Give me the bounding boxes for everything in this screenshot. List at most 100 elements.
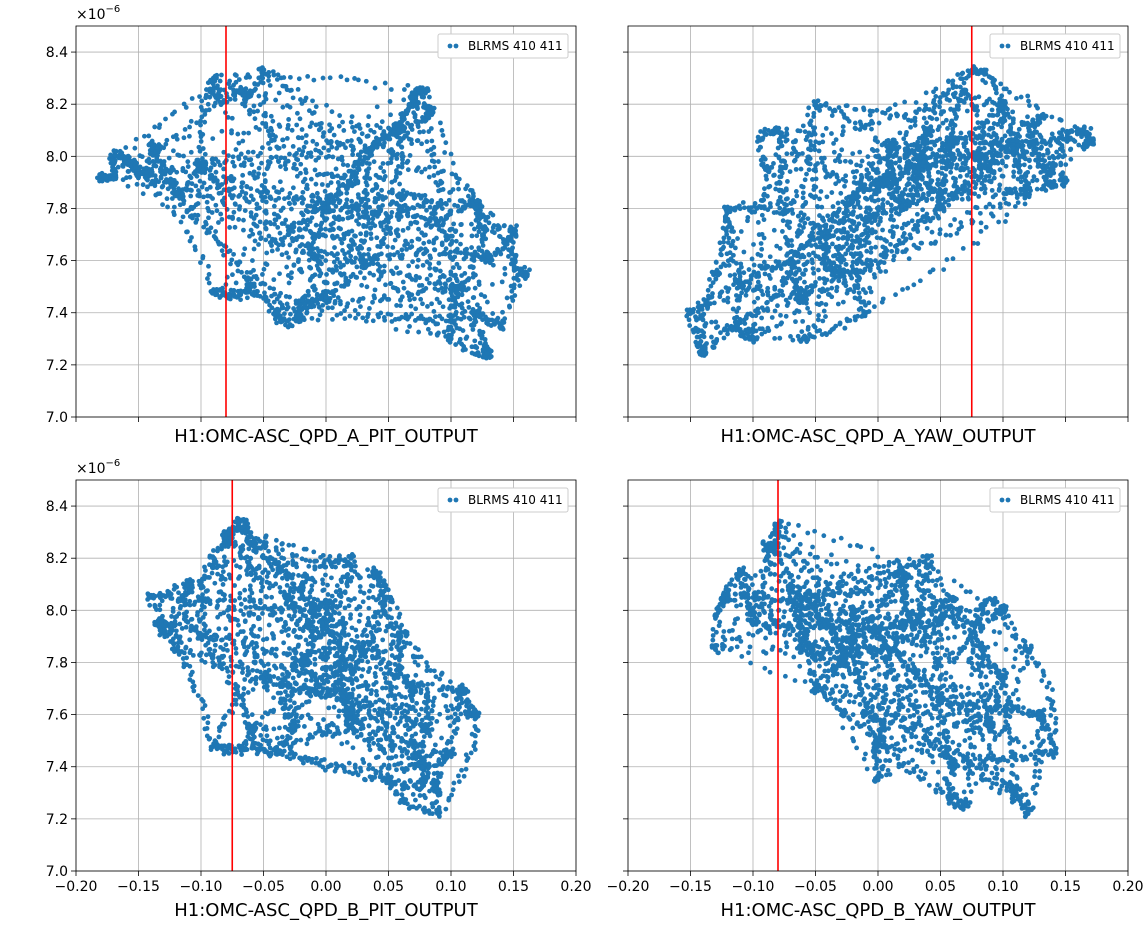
scatter-point bbox=[362, 208, 368, 214]
scatter-point bbox=[443, 334, 449, 339]
scatter-point bbox=[388, 225, 393, 231]
scatter-point bbox=[352, 76, 357, 81]
scatter-point bbox=[802, 279, 807, 285]
scatter-point bbox=[426, 129, 432, 134]
scatter-point bbox=[840, 124, 846, 130]
scatter-point bbox=[197, 178, 203, 184]
scatter-point bbox=[859, 158, 865, 164]
scatter-point bbox=[976, 193, 982, 199]
scatter-point bbox=[275, 224, 281, 230]
scatter-point bbox=[313, 122, 319, 128]
scatter-point bbox=[246, 287, 252, 293]
scatter-point bbox=[245, 283, 250, 289]
scatter-point bbox=[373, 199, 379, 205]
scatter-point bbox=[433, 216, 439, 221]
scatter-point bbox=[424, 198, 430, 204]
scatter-point bbox=[381, 269, 387, 274]
scatter-point bbox=[1012, 204, 1018, 209]
scatter-point bbox=[422, 250, 428, 256]
scatter-point bbox=[327, 75, 333, 81]
scatter-point bbox=[866, 300, 872, 306]
scatter-point bbox=[937, 100, 943, 105]
scatter-point bbox=[174, 169, 180, 175]
y-tick-label: 7.4 bbox=[46, 306, 68, 322]
scatter-point bbox=[440, 251, 446, 257]
scatter-point bbox=[431, 309, 437, 314]
scatter-point bbox=[301, 144, 307, 150]
scatter-point bbox=[215, 83, 220, 89]
scatter-point bbox=[186, 133, 192, 139]
scatter-point bbox=[449, 293, 455, 299]
scatter-point bbox=[367, 262, 372, 267]
scatter-point bbox=[368, 231, 374, 237]
scatter-point bbox=[875, 139, 880, 145]
scatter-point bbox=[955, 72, 961, 77]
scatter-point bbox=[767, 254, 773, 260]
scatter-point bbox=[875, 180, 881, 186]
scatter-point bbox=[726, 235, 732, 241]
scatter-point bbox=[433, 314, 438, 320]
scatter-point bbox=[830, 212, 836, 218]
scatter-point bbox=[416, 88, 422, 94]
scatter-point bbox=[355, 165, 360, 171]
scatter-point bbox=[509, 288, 515, 294]
scatter-point bbox=[374, 104, 380, 110]
scatter-point bbox=[193, 219, 199, 225]
scatter-point bbox=[246, 157, 252, 163]
scatter-point bbox=[730, 258, 736, 264]
scatter-point bbox=[310, 98, 315, 104]
scatter-point bbox=[244, 270, 250, 275]
scatter-point bbox=[360, 315, 366, 321]
scatter-point bbox=[354, 275, 360, 280]
scatter-point bbox=[297, 243, 303, 249]
scatter-point bbox=[706, 293, 711, 299]
scatter-point bbox=[208, 289, 214, 294]
scatter-point bbox=[374, 123, 380, 128]
scatter-point bbox=[244, 277, 249, 282]
scatter-point bbox=[825, 213, 831, 219]
scatter-point bbox=[262, 194, 268, 200]
scatter-point bbox=[187, 214, 193, 219]
scatter-point bbox=[365, 123, 371, 128]
scatter-point bbox=[324, 216, 330, 222]
scatter-point bbox=[441, 274, 447, 279]
scatter-point bbox=[395, 233, 401, 239]
scatter-point bbox=[368, 127, 374, 133]
scatter-point bbox=[343, 277, 349, 282]
scatter-point bbox=[213, 292, 218, 298]
scatter-point bbox=[233, 202, 238, 207]
scatter-point bbox=[344, 190, 350, 196]
scatter-point bbox=[221, 252, 226, 258]
scatter-point bbox=[405, 158, 411, 164]
scatter-point bbox=[303, 167, 308, 173]
scatter-point bbox=[474, 345, 480, 351]
scatter-point bbox=[171, 212, 177, 218]
scatter-point bbox=[412, 318, 418, 323]
scatter-point bbox=[378, 165, 384, 171]
scatter-point bbox=[490, 281, 495, 287]
scatter-point bbox=[502, 223, 507, 228]
scatter-point bbox=[502, 266, 508, 271]
scatter-point bbox=[344, 77, 350, 83]
scatter-point bbox=[325, 183, 331, 188]
scatter-point bbox=[151, 163, 157, 169]
scatter-point bbox=[396, 140, 402, 145]
scatter-point bbox=[221, 166, 227, 172]
scatter-point bbox=[256, 93, 262, 99]
scatter-point bbox=[456, 186, 461, 192]
scatter-point bbox=[701, 297, 707, 302]
scatter-point bbox=[783, 313, 789, 319]
scatter-point bbox=[405, 290, 411, 296]
scatter-point bbox=[181, 153, 186, 159]
scatter-point bbox=[338, 236, 343, 242]
scatter-point bbox=[182, 126, 188, 132]
scatter-point bbox=[319, 220, 325, 226]
scatter-point bbox=[332, 281, 338, 287]
scatter-point bbox=[802, 177, 808, 183]
scatter-point bbox=[297, 116, 303, 122]
y-exponent-base: ×10 bbox=[76, 7, 106, 23]
scatter-point bbox=[452, 318, 457, 324]
scatter-point bbox=[687, 323, 693, 328]
scatter-point bbox=[336, 123, 342, 129]
scatter-point bbox=[372, 253, 378, 258]
